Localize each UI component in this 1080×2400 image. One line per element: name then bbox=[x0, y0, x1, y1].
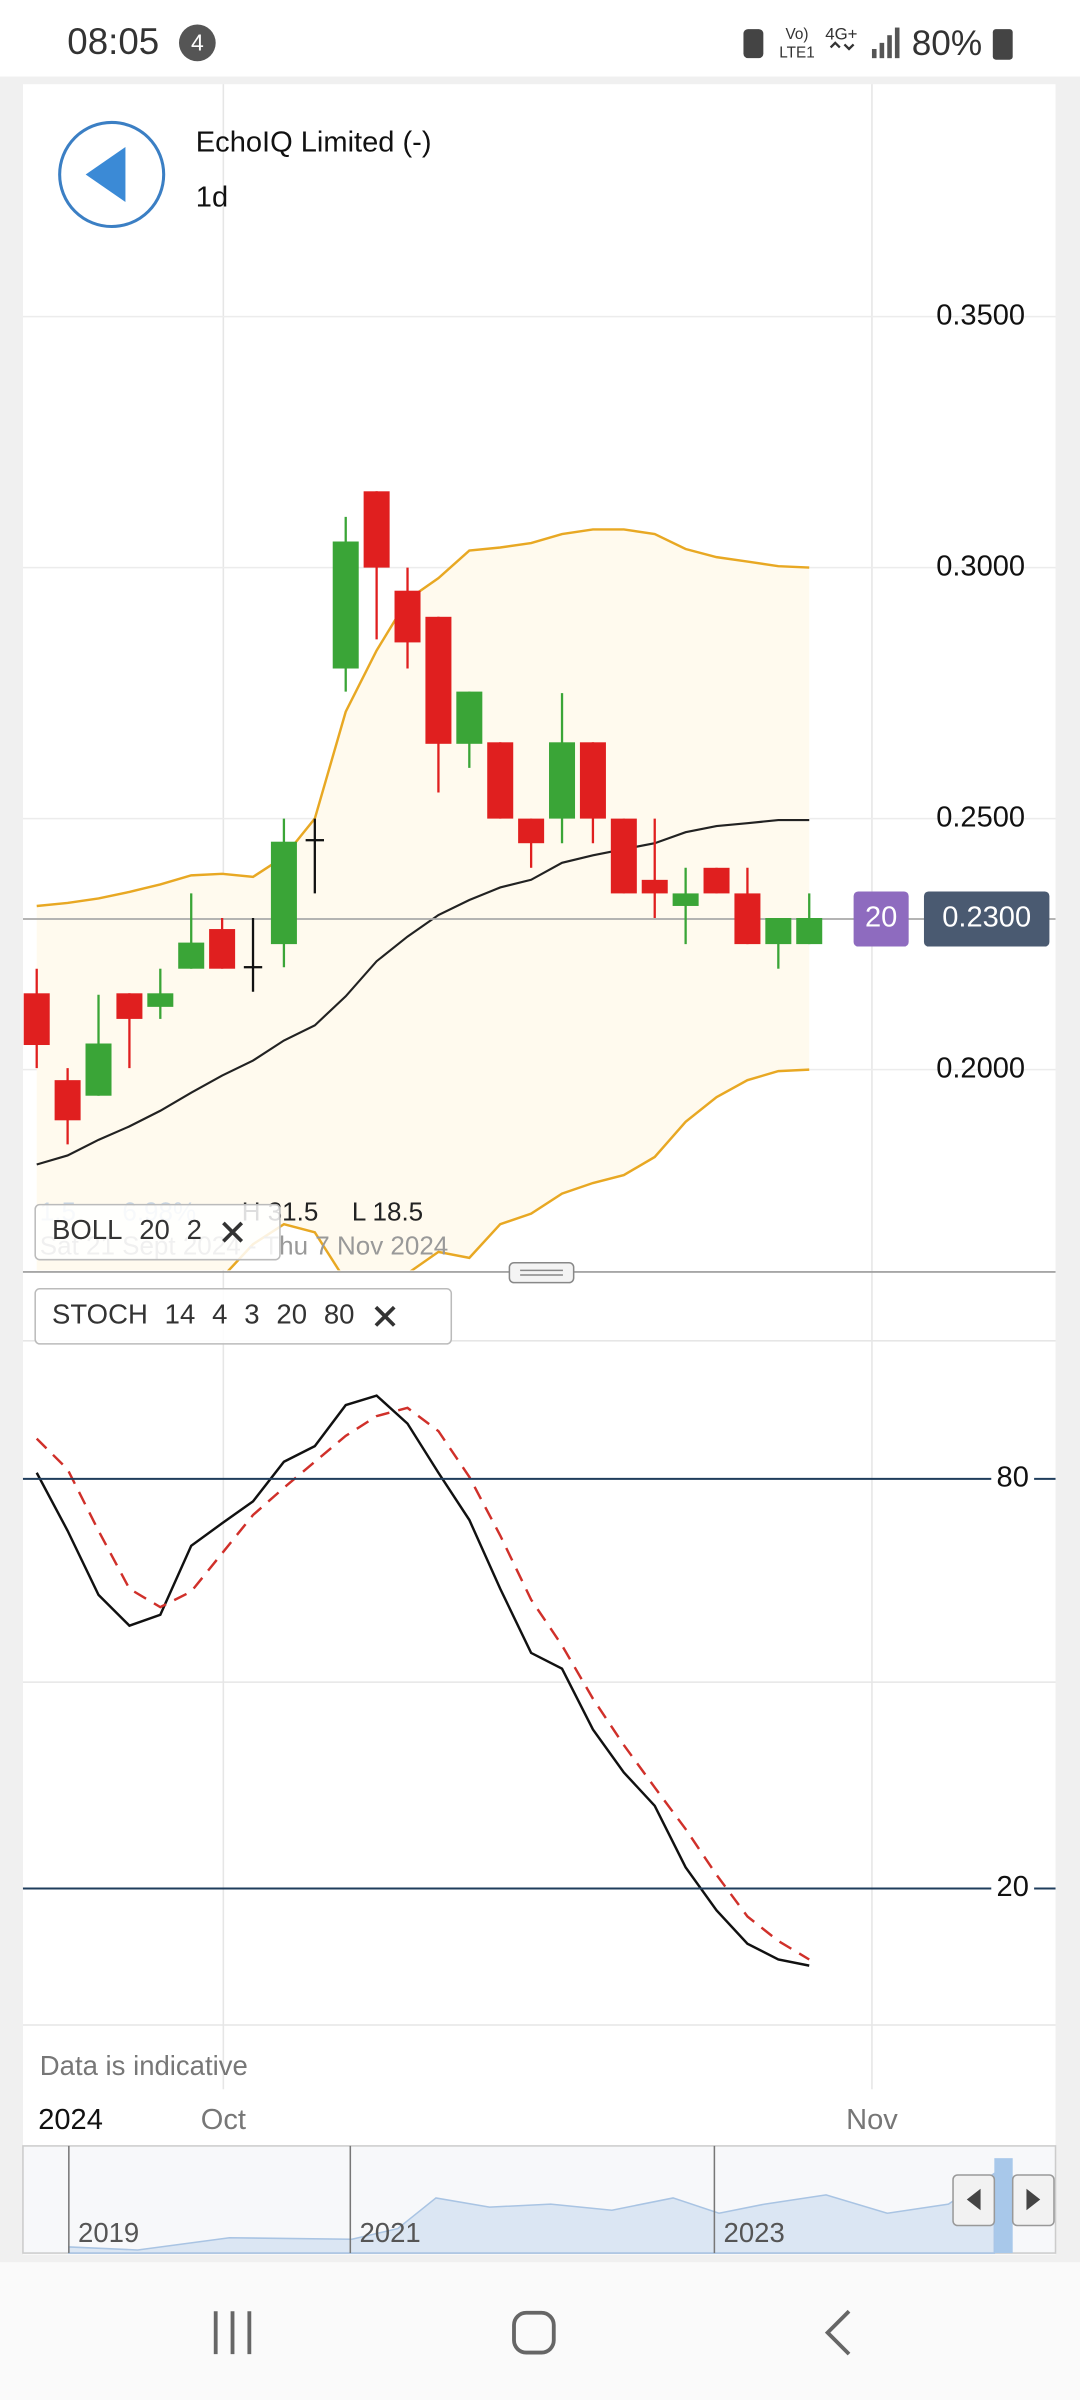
nav-bar bbox=[0, 2262, 1080, 2400]
candle-body bbox=[734, 893, 761, 945]
network-label: LTE1 bbox=[779, 45, 814, 62]
data-label: 4G+ bbox=[825, 25, 857, 44]
candle-body bbox=[85, 1043, 112, 1096]
price-axis: 0.2000 0.2500 0.3000 0.3500 20 0.2300 bbox=[853, 299, 1050, 1084]
y-tick-label: 0.3500 bbox=[936, 299, 1025, 331]
candle-body bbox=[116, 993, 143, 1019]
x-axis-label: Oct bbox=[201, 2104, 246, 2136]
candle-body bbox=[178, 942, 205, 969]
y-tick-label: 0.3000 bbox=[936, 550, 1025, 582]
candle-body bbox=[332, 541, 359, 669]
notification-badge bbox=[178, 24, 216, 62]
candle-body bbox=[672, 893, 699, 906]
indicator-boxes: BOLL 20 2 STOCH 14 4 3 20 80 bbox=[34, 1203, 453, 1345]
indicator-box bbox=[34, 1288, 453, 1345]
y-tick-label: 80 bbox=[997, 1462, 1029, 1494]
band-middle bbox=[36, 819, 810, 1166]
candle-body bbox=[394, 590, 421, 643]
candle-body bbox=[518, 818, 545, 844]
indicator-param: 2 bbox=[187, 1214, 202, 1245]
candle-body bbox=[641, 879, 668, 894]
notification-count: 4 bbox=[191, 29, 204, 55]
legend-value: L 18.5 bbox=[352, 1197, 423, 1227]
indicator-param: 4 bbox=[212, 1299, 227, 1330]
candle-body bbox=[305, 839, 324, 842]
candle-body bbox=[456, 691, 483, 744]
indicator-name: BOLL bbox=[52, 1214, 122, 1245]
y-tick-label: 0.2500 bbox=[936, 801, 1025, 833]
indicator-label: STOCH 14 4 3 20 80 bbox=[52, 1299, 354, 1330]
stoch-line bbox=[35, 1406, 810, 1961]
price-plot bbox=[22, 315, 1056, 1271]
back-arrow bbox=[85, 146, 126, 203]
candle-body bbox=[54, 1080, 81, 1121]
x-axis-label: Nov bbox=[846, 2104, 898, 2136]
indicator-label: BOLL 20 2 bbox=[52, 1214, 202, 1245]
navigator-label: 2019 bbox=[78, 2217, 139, 2248]
nav-icons bbox=[213, 2309, 851, 2356]
candle-body bbox=[703, 867, 730, 894]
band-upper bbox=[36, 528, 810, 908]
arrow-left bbox=[966, 2188, 981, 2211]
candle-body bbox=[796, 918, 823, 945]
indicator-param: 3 bbox=[244, 1299, 259, 1330]
arrow-right bbox=[1026, 2188, 1041, 2211]
stoch-plot bbox=[35, 1394, 810, 1967]
indicator-param: 20 bbox=[139, 1214, 170, 1245]
countdown: 20 bbox=[865, 902, 897, 934]
level-label-bg bbox=[991, 1462, 1035, 1496]
home-button[interactable] bbox=[512, 2310, 556, 2355]
candle-body bbox=[549, 742, 576, 819]
candle-body bbox=[579, 742, 606, 819]
interval: 1d bbox=[196, 182, 228, 214]
data-arrows bbox=[829, 41, 855, 51]
candle-body bbox=[209, 929, 236, 969]
sim-icon bbox=[743, 29, 764, 59]
battery-percent: 80% bbox=[912, 24, 982, 63]
candle-body bbox=[363, 491, 390, 568]
candle-body bbox=[610, 818, 637, 894]
candle-body bbox=[270, 841, 297, 945]
x-axis-label: 2024 bbox=[38, 2104, 103, 2136]
candle-body bbox=[147, 993, 174, 1007]
candle-body bbox=[487, 742, 514, 819]
indicator-box bbox=[34, 1203, 281, 1261]
level-label-bg bbox=[991, 1871, 1035, 1906]
candle-body bbox=[23, 993, 50, 1046]
back-nav-button[interactable] bbox=[824, 2309, 851, 2356]
y-tick-label: 0.2000 bbox=[936, 1052, 1025, 1084]
instrument-title: EchoIQ Limited (-) bbox=[196, 127, 432, 159]
y-tick-label: 20 bbox=[997, 1871, 1029, 1903]
resize-handle[interactable] bbox=[508, 1261, 575, 1284]
navigator-label: 2021 bbox=[359, 2217, 420, 2248]
candle-body bbox=[425, 616, 452, 744]
navigator-label: 2023 bbox=[724, 2217, 785, 2248]
clock: 08:05 bbox=[67, 21, 159, 62]
indicator-name: STOCH bbox=[52, 1299, 148, 1330]
band-fill bbox=[36, 529, 810, 1271]
network-label: Vo) bbox=[786, 26, 809, 43]
candle-body bbox=[243, 966, 263, 969]
last-price-label: 0.2300 bbox=[942, 902, 1031, 934]
countdown-badge bbox=[853, 891, 909, 947]
disclaimer: Data is indicative bbox=[40, 2050, 248, 2081]
candle-body bbox=[765, 918, 792, 945]
indicator-param: 14 bbox=[165, 1299, 196, 1330]
battery-icon bbox=[992, 29, 1013, 60]
signal-icon bbox=[871, 27, 900, 59]
recents-button[interactable] bbox=[213, 2311, 252, 2355]
indicator-param: 80 bbox=[324, 1299, 355, 1330]
last-price-badge bbox=[923, 891, 1050, 947]
band-lower bbox=[226, 1068, 810, 1271]
navigator-window[interactable] bbox=[994, 2158, 1013, 2254]
indicator-param: 20 bbox=[276, 1299, 307, 1330]
remove-indicator[interactable] bbox=[374, 1305, 396, 1327]
remove-indicator[interactable] bbox=[222, 1221, 244, 1243]
